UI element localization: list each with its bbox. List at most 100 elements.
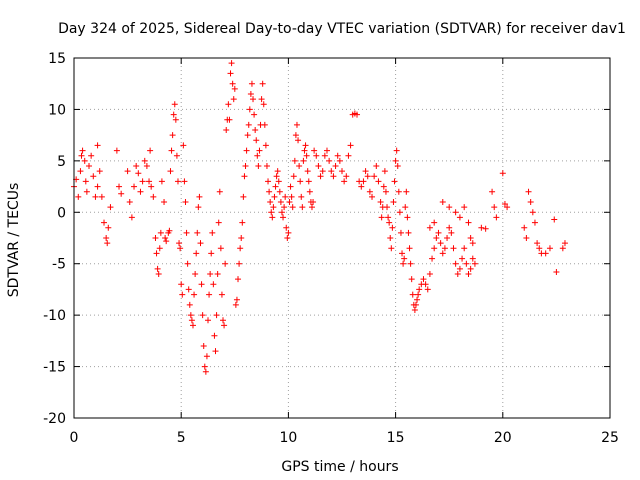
data-point bbox=[206, 291, 213, 298]
data-point bbox=[187, 312, 194, 319]
data-point bbox=[321, 152, 328, 159]
data-point bbox=[412, 301, 419, 308]
data-point bbox=[179, 291, 186, 298]
data-point bbox=[168, 147, 175, 154]
data-point bbox=[396, 209, 403, 216]
data-point bbox=[407, 260, 414, 267]
data-point bbox=[531, 219, 538, 226]
data-point bbox=[90, 173, 97, 180]
x-tick-label: 10 bbox=[279, 430, 297, 446]
data-point bbox=[203, 353, 210, 360]
data-point bbox=[78, 152, 85, 159]
data-point bbox=[266, 188, 273, 195]
data-point bbox=[237, 245, 244, 252]
data-point bbox=[278, 209, 285, 216]
data-point bbox=[192, 271, 199, 277]
data-point bbox=[341, 178, 348, 185]
data-point bbox=[201, 363, 208, 370]
data-point bbox=[243, 147, 250, 154]
data-point bbox=[546, 245, 553, 252]
data-point bbox=[103, 235, 110, 241]
data-point bbox=[210, 281, 217, 288]
data-point bbox=[364, 173, 371, 180]
data-point bbox=[193, 250, 200, 257]
data-point bbox=[202, 368, 209, 375]
data-point bbox=[493, 214, 500, 221]
data-point bbox=[389, 224, 396, 231]
data-point bbox=[297, 178, 304, 185]
data-point bbox=[232, 301, 239, 308]
x-tick-label: 20 bbox=[494, 430, 512, 446]
data-point bbox=[387, 235, 394, 241]
data-point bbox=[176, 240, 183, 247]
data-point bbox=[197, 240, 204, 247]
data-point bbox=[553, 268, 560, 275]
data-point bbox=[302, 142, 309, 149]
data-point bbox=[169, 132, 176, 139]
data-point bbox=[116, 183, 123, 190]
data-point bbox=[137, 188, 144, 195]
data-point bbox=[415, 291, 422, 298]
data-point bbox=[139, 178, 146, 185]
data-point bbox=[88, 152, 95, 159]
data-point bbox=[239, 219, 246, 226]
data-point bbox=[126, 199, 133, 205]
data-point bbox=[274, 168, 281, 175]
data-point bbox=[174, 178, 181, 185]
data-point bbox=[319, 168, 326, 175]
data-point bbox=[189, 322, 196, 329]
data-point bbox=[240, 193, 247, 200]
data-point bbox=[469, 255, 476, 262]
data-point bbox=[277, 199, 284, 205]
data-point bbox=[529, 209, 536, 216]
data-point bbox=[339, 168, 345, 175]
data-point bbox=[286, 199, 293, 205]
data-point bbox=[561, 240, 568, 247]
data-point bbox=[326, 157, 333, 164]
chart-title: Day 324 of 2025, Sidereal Day-to-day VTE… bbox=[58, 21, 626, 37]
data-point bbox=[118, 190, 125, 197]
data-point bbox=[184, 260, 191, 267]
data-point bbox=[431, 219, 438, 226]
data-point bbox=[77, 168, 84, 175]
data-point bbox=[196, 193, 203, 200]
data-point bbox=[143, 163, 150, 169]
data-point bbox=[135, 170, 142, 177]
data-point bbox=[158, 178, 165, 185]
data-point bbox=[354, 111, 361, 118]
data-point bbox=[216, 188, 223, 195]
x-tick-label: 15 bbox=[387, 430, 405, 446]
data-point bbox=[343, 173, 350, 180]
data-point bbox=[113, 147, 120, 154]
data-point bbox=[220, 317, 227, 324]
data-point bbox=[347, 142, 354, 149]
data-point bbox=[94, 183, 101, 190]
data-point bbox=[401, 255, 408, 262]
data-point bbox=[437, 240, 444, 247]
data-point bbox=[171, 101, 178, 108]
data-point bbox=[235, 276, 242, 283]
data-point bbox=[527, 199, 534, 205]
data-point bbox=[377, 199, 384, 205]
data-point bbox=[177, 245, 184, 252]
data-point bbox=[378, 214, 385, 221]
plot-frame bbox=[73, 57, 611, 419]
data-point bbox=[226, 116, 233, 123]
data-point bbox=[242, 163, 249, 169]
data-point bbox=[334, 152, 341, 159]
data-point bbox=[75, 193, 82, 200]
data-point bbox=[452, 260, 459, 267]
data-point bbox=[373, 163, 380, 169]
data-point bbox=[185, 286, 192, 293]
data-point bbox=[395, 188, 402, 195]
data-point bbox=[98, 193, 105, 200]
y-tick-label: 5 bbox=[57, 154, 66, 170]
data-point bbox=[315, 163, 322, 169]
data-point bbox=[251, 111, 258, 118]
data-point bbox=[229, 80, 236, 87]
data-point bbox=[310, 199, 317, 205]
y-tick-label: -5 bbox=[52, 257, 66, 273]
data-point bbox=[456, 265, 463, 272]
data-point bbox=[146, 178, 153, 185]
